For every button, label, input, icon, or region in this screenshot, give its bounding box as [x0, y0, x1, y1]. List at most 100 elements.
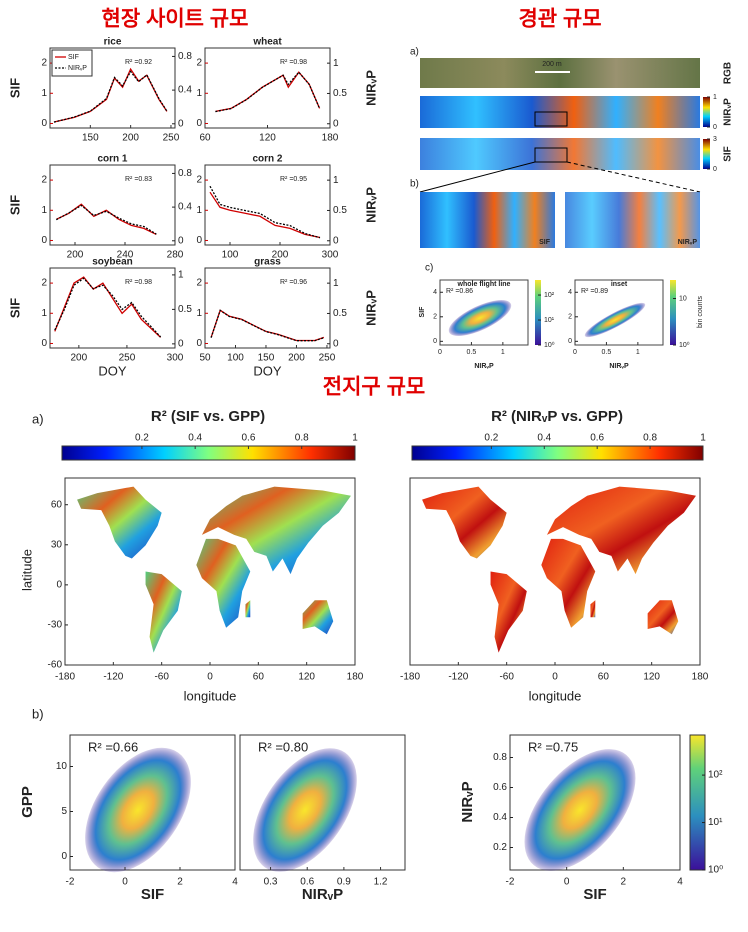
panel-title: corn 1 [97, 154, 127, 165]
tick-label: -2 [506, 877, 515, 888]
tick-label: 100 [227, 353, 244, 364]
tick-label: 200 [67, 250, 84, 261]
tick-label: 250 [163, 133, 180, 144]
panel-frame [204, 267, 331, 349]
panel-title: soybean [92, 257, 133, 268]
panel-label: a) [32, 411, 44, 426]
tick-label: 1 [333, 278, 339, 289]
tick-label: 0.9 [337, 877, 351, 888]
tick-label: 200 [122, 133, 139, 144]
series-line [54, 277, 162, 338]
series-line [55, 204, 157, 235]
tick-label: -180 [55, 672, 75, 683]
tick-label: 50 [199, 353, 211, 364]
tick-label: 0.6 [300, 877, 314, 888]
colorbar [703, 97, 710, 127]
x-axis-label: SIF [583, 886, 606, 903]
tick-label: 200 [272, 250, 289, 261]
tick-label: 250 [319, 353, 336, 364]
tick-label: 10⁰ [679, 341, 690, 349]
tick-label: 0 [56, 579, 62, 590]
tick-label: 200 [71, 353, 88, 364]
x-axis-label: DOY [253, 363, 282, 378]
legend-label: NIRᵥP [68, 65, 87, 72]
tick-label: 120 [259, 133, 276, 144]
inset-label: NIRᵥP [678, 239, 698, 246]
tick-label: 10⁰ [708, 865, 723, 876]
tick-label: 0.5 [178, 304, 192, 315]
density-cloud [85, 747, 191, 873]
tick-label: 0 [333, 338, 339, 349]
tick-label: 60 [253, 672, 265, 683]
panel-title: rice [104, 37, 122, 48]
panel-label: b) [32, 706, 44, 721]
tick-label: 1 [196, 205, 202, 216]
section-title: 현장 사이트 규모 [102, 8, 249, 31]
y-axis-label: GPP [19, 786, 36, 818]
tick-label: -60 [154, 672, 169, 683]
r-squared: R² =0.75 [528, 739, 578, 754]
tick-label: 100 [222, 250, 239, 261]
tick-label: 2 [41, 278, 47, 289]
tick-label: 0 [433, 338, 437, 345]
scatter-title: inset [611, 281, 628, 288]
tick-label: 1.2 [374, 877, 388, 888]
tick-label: 1 [196, 88, 202, 99]
tick-label: 10⁰ [544, 341, 555, 349]
tick-label: 0 [196, 118, 202, 129]
tick-label: 0.8 [493, 752, 507, 763]
inset-image [420, 192, 555, 248]
tick-label: 2 [196, 175, 202, 186]
tick-label: 0.5 [333, 205, 347, 216]
tick-label: -120 [448, 672, 468, 683]
tick-label: 1 [196, 308, 202, 319]
tick-label: 0.8 [295, 433, 309, 444]
density-cloud [584, 302, 646, 338]
tick-label: 0.5 [467, 349, 477, 356]
tick-label: 0.8 [643, 433, 657, 444]
global-maps [61, 445, 704, 666]
tick-label: 0 [178, 118, 184, 129]
colorbar [670, 280, 676, 345]
y-axis-label: SIF [419, 306, 426, 318]
map-title: R² (SIF vs. GPP) [151, 408, 265, 425]
tick-label: 0 [178, 339, 184, 350]
tick-label: 0.4 [537, 433, 551, 444]
legend-box [51, 49, 93, 77]
x-axis-label: NIRᵥP [474, 363, 494, 370]
tick-label: 1 [178, 270, 184, 281]
x-axis-label: DOY [98, 363, 127, 378]
r-squared: R² =0.98 [280, 59, 307, 66]
tick-label: 0 [568, 338, 572, 345]
tick-label: 1 [352, 433, 358, 444]
tick-label: 0 [713, 166, 717, 173]
tick-label: 0 [178, 235, 184, 246]
y-axis-label: latitude [19, 549, 34, 591]
series-line [210, 309, 325, 342]
tick-label: -30 [48, 620, 63, 631]
tick-label: 0 [207, 672, 213, 683]
tick-label: 0 [333, 235, 339, 246]
tick-label: 2 [41, 175, 47, 186]
landscape-imagery [419, 58, 710, 346]
series-line [56, 203, 157, 235]
tick-label: 0 [564, 877, 570, 888]
tick-label: 4 [232, 877, 238, 888]
tick-label: 180 [347, 672, 364, 683]
tick-label: 300 [322, 250, 339, 261]
global-density [69, 734, 706, 873]
tick-label: 1 [700, 433, 706, 444]
tick-label: 150 [258, 353, 275, 364]
panel-frame [204, 164, 331, 246]
colorbar-label: bin counts [697, 296, 704, 328]
y-axis-label: SIF [7, 78, 22, 98]
tick-label: 0.3 [264, 877, 278, 888]
tick-label: 10² [708, 770, 723, 781]
x-axis-label: longitude [529, 688, 582, 703]
series-line [209, 191, 321, 239]
colorbar [411, 445, 704, 461]
inset-label: SIF [539, 239, 551, 246]
tick-label: 0.5 [333, 88, 347, 99]
tick-label: 1 [41, 88, 47, 99]
